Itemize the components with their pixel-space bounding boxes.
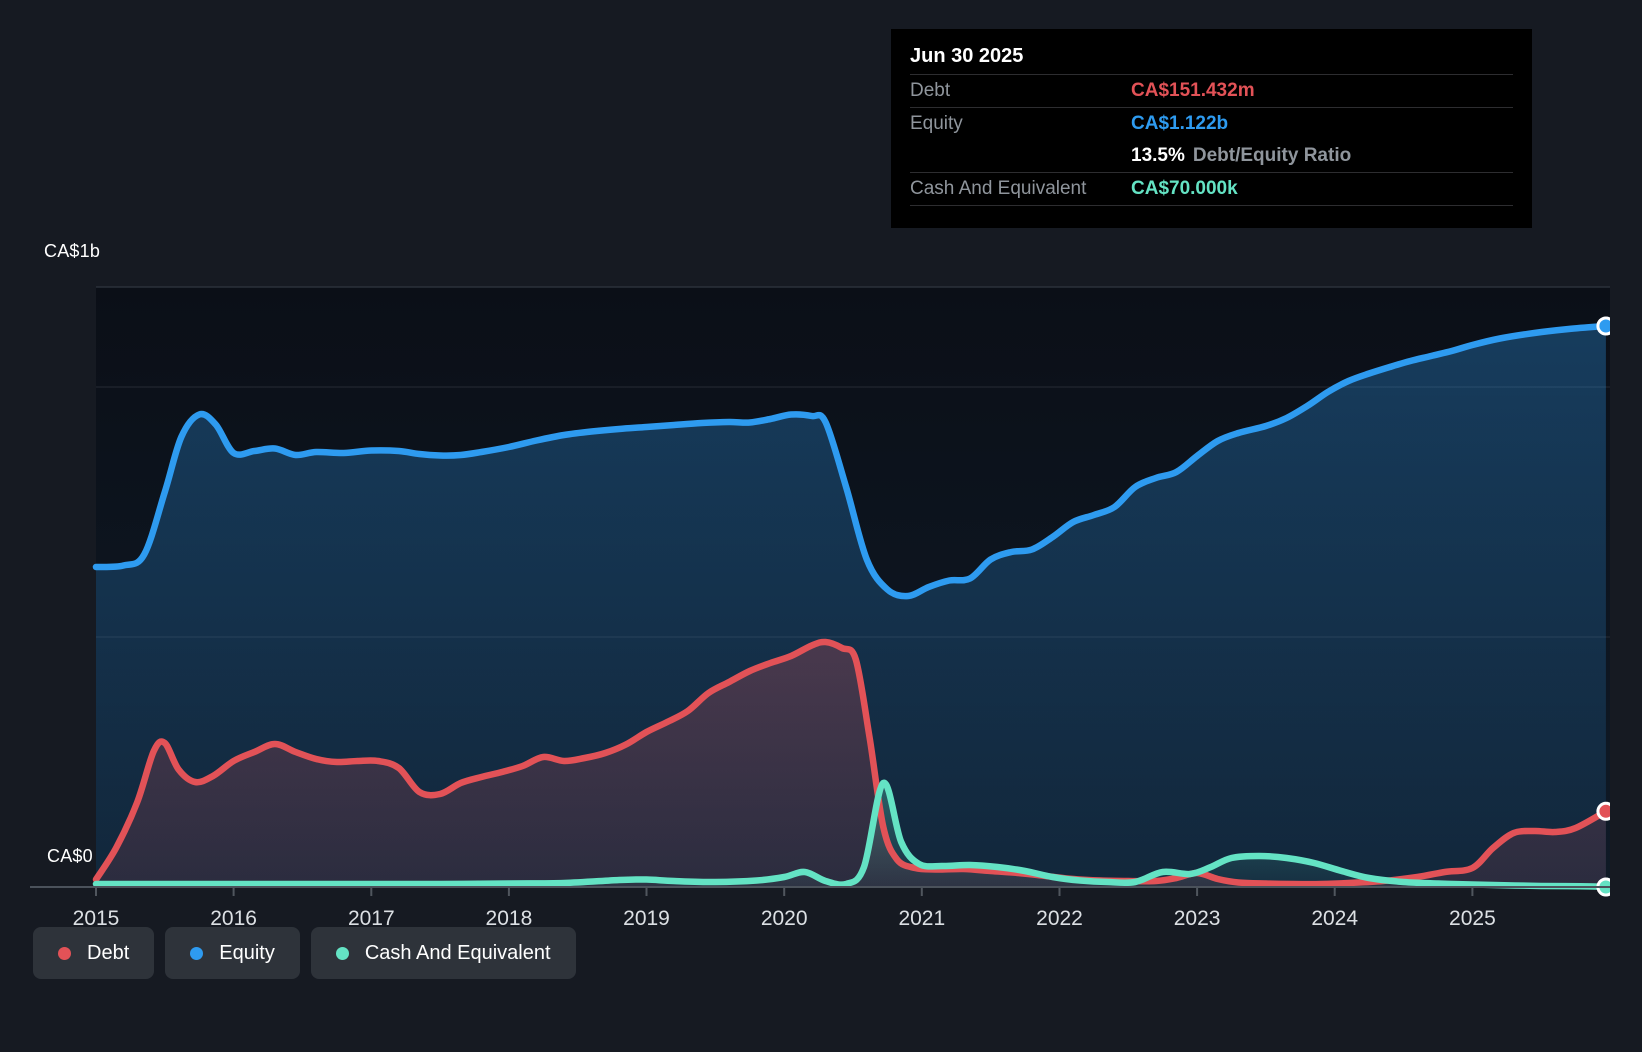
right-edge-mask — [1610, 267, 1642, 897]
x-tick-label-2015: 2015 — [73, 907, 120, 930]
x-tick-label-2020: 2020 — [761, 907, 808, 930]
x-tick-label-2021: 2021 — [898, 907, 945, 930]
cash-legend-dot-icon — [335, 946, 349, 960]
x-tick-label-2025: 2025 — [1449, 907, 1496, 930]
x-tick-label-2018: 2018 — [486, 907, 533, 930]
tooltip-ratio-label: Debt/Equity Ratio — [1192, 145, 1352, 166]
legend-item-cash[interactable]: Cash And Equivalent — [310, 927, 576, 979]
legend-item-equity[interactable]: Equity — [165, 927, 300, 979]
tooltip-cash-value: CA$70.000k — [1131, 178, 1238, 199]
tooltip-debt-value: CA$151.432m — [1131, 80, 1255, 101]
cash-line — [92, 779, 1610, 891]
legend-cash-label: Cash And Equivalent — [364, 941, 551, 964]
legend-item-debt[interactable]: Debt — [33, 927, 155, 979]
tooltip-equity-value: CA$1.122b — [1131, 113, 1229, 134]
debt-legend-dot-icon — [58, 946, 71, 960]
x-tick-label-2016: 2016 — [210, 907, 257, 930]
series-lines — [92, 322, 1610, 891]
x-tick-label-2023: 2023 — [1174, 907, 1221, 930]
tooltip-debt-label: Debt — [910, 80, 951, 101]
x-tick-label-2017: 2017 — [348, 907, 395, 930]
legend-debt-label: Debt — [87, 941, 130, 964]
x-tick-label-2019: 2019 — [623, 907, 670, 930]
y-axis-label-0: CA$0 — [47, 846, 93, 866]
tooltip-cash-label: Cash And Equivalent — [910, 178, 1087, 199]
equity-area — [96, 326, 1606, 887]
right-edge-mask-rect — [1610, 267, 1642, 897]
legend-equity-label: Equity — [219, 941, 275, 964]
tooltip-equity-label: Equity — [910, 113, 963, 134]
debt-area — [96, 641, 1606, 887]
x-axis: 2015 2016 2017 2018 2019 2020 2021 2022 2023 2024… — [30, 886, 1610, 930]
x-tick-label-2024: 2024 — [1311, 907, 1358, 930]
tooltip-row-cash: Cash And Equivalent CA$70.000k — [910, 172, 1513, 206]
equity-line — [92, 322, 1610, 600]
chart-tooltip: Jun 30 2025 Debt CA$151.432m Equity CA$1… — [891, 29, 1532, 228]
tooltip-row-ratio: 13.5% Debt/Equity Ratio — [910, 140, 1513, 172]
tooltip-ratio-value: 13.5% — [1131, 145, 1185, 166]
chart-legend: Debt Equity Cash And Equivalent — [33, 927, 576, 979]
tooltip-row-debt: Debt CA$151.432m — [910, 74, 1513, 107]
tooltip-row-equity: Equity CA$1.122b — [910, 107, 1513, 140]
equity-legend-dot-icon — [190, 946, 204, 960]
debt-line — [92, 638, 1610, 888]
x-tick-label-2022: 2022 — [1036, 907, 1083, 930]
tooltip-date: Jun 30 2025 — [910, 45, 1024, 67]
y-axis-label-1b: CA$1b — [44, 241, 101, 261]
